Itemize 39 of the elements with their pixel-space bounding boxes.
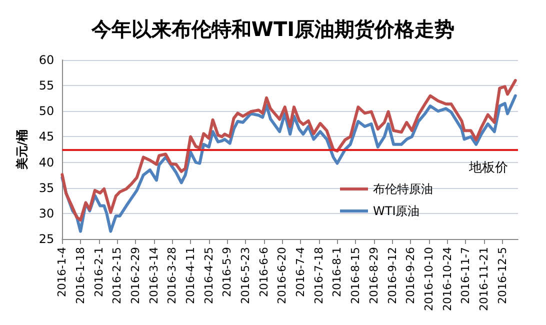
ref-line-label: 地板价 — [468, 160, 508, 176]
x-tick-label: 2016-4-25 — [202, 247, 216, 304]
x-tick-label: 2016-3-28 — [166, 247, 179, 304]
chart-title: 今年以来布伦特和WTI原油期货价格走势 — [90, 17, 455, 41]
line-series — [60, 78, 517, 222]
y-tick-label: 40 — [38, 155, 54, 170]
y-tick-label: 30 — [38, 206, 54, 220]
y-axis-title: 美元/桶 — [15, 129, 29, 171]
x-tick-label: 2016-5-9 — [220, 247, 234, 297]
x-tick-label: 2016-11-7 — [459, 247, 472, 304]
x-tick-label: 2016-5-23 — [239, 247, 252, 304]
y-tick-label: 45 — [38, 130, 54, 144]
x-tick-label: 2016-11-21 — [477, 247, 490, 311]
x-tick-label: 2016-8-15 — [349, 247, 362, 304]
x-tick-label: 2016-7-18 — [312, 247, 326, 304]
x-tick-label: 2016-2-29 — [129, 247, 142, 304]
x-tick-label: 2016-8-29 — [367, 247, 380, 304]
y-tick-label: 25 — [38, 232, 54, 246]
x-tick-label: 2016-9-12 — [386, 247, 399, 304]
x-tick-label: 2016-2-1 — [92, 247, 106, 297]
x-tick-label: 2016-3-14 — [147, 247, 160, 304]
x-tick-label: 2016-4-11 — [184, 247, 198, 304]
x-tick-label: 2016-12-5 — [496, 247, 509, 304]
x-tick-label: 2016-10-10 — [422, 247, 436, 311]
x-tick-label: 2016-7-4 — [294, 247, 308, 297]
x-tick-label: 2016-1-18 — [74, 247, 88, 304]
x-tick-label: 2016-8-1 — [330, 247, 344, 297]
legend-label: 布伦特原油 — [373, 182, 433, 196]
x-tick-label: 2016-9-26 — [404, 247, 418, 304]
x-tick-label: 2016-2-15 — [110, 247, 124, 304]
y-tick-label: 60 — [38, 53, 54, 67]
y-tick-label: 55 — [38, 78, 54, 93]
x-tick-label: 2016-6-20 — [276, 247, 289, 304]
legend-label: WTI原油 — [373, 204, 420, 218]
x-tick-label: 2016-6-6 — [257, 247, 270, 297]
x-tick-label: 2016-10-24 — [440, 247, 454, 311]
y-tick-label: 50 — [38, 104, 54, 118]
y-tick-label: 35 — [38, 180, 54, 195]
x-tick-label: 2016-1-4 — [56, 247, 69, 297]
